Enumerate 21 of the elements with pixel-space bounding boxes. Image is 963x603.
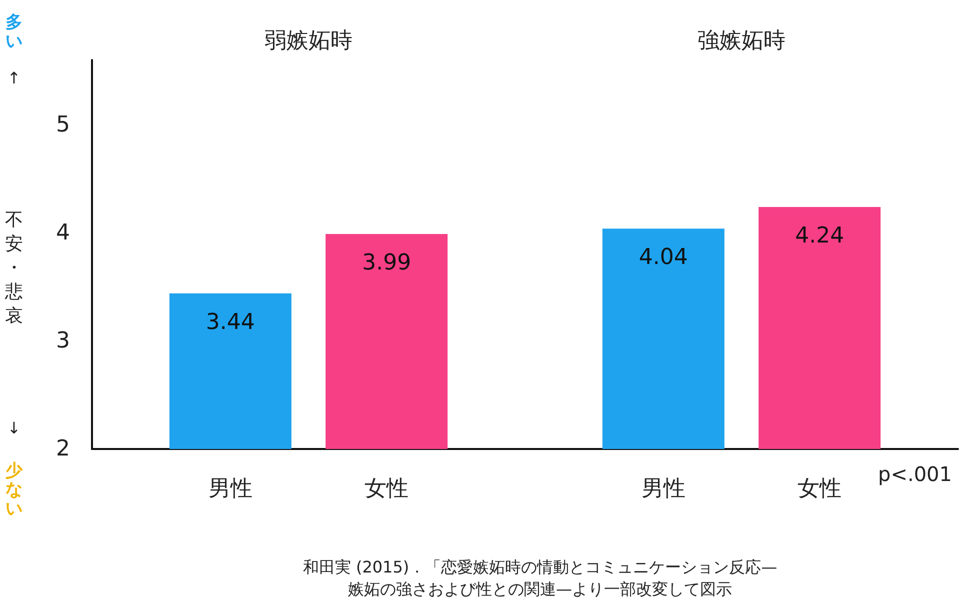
text: p<.001: [878, 462, 952, 486]
x-tick-label: 強嫉妬時: [698, 28, 786, 54]
y-tick-label: 5: [56, 112, 70, 138]
text: 多い: [6, 12, 22, 52]
text: 女性: [798, 476, 842, 500]
data-label: 4.04: [638, 245, 688, 270]
data-label: 4.24: [795, 223, 844, 248]
x-tick-label: 弱嫉妬時: [264, 28, 352, 54]
text: 少ない: [6, 461, 24, 519]
series-label: 女性: [364, 476, 409, 500]
series-label: 男性: [208, 476, 252, 500]
y-tick-label: 4: [56, 220, 70, 246]
data-label: 3.99: [362, 250, 412, 276]
y-tick-label: 3: [56, 328, 70, 354]
text: 和田実 (2015)．「恋愛嫉妬時の情動とコミュニケーション反応— 嫉妬の強さおよび性との関連—より一部改変して図示: [302, 558, 778, 598]
y-tick-label: 2: [56, 436, 70, 462]
text: ↓: [7, 418, 21, 438]
text: ↑: [7, 68, 21, 88]
data-label: 3.44: [206, 310, 255, 335]
y-axis-title: 不安・悲哀: [4, 210, 23, 326]
text: 男性: [641, 476, 686, 500]
